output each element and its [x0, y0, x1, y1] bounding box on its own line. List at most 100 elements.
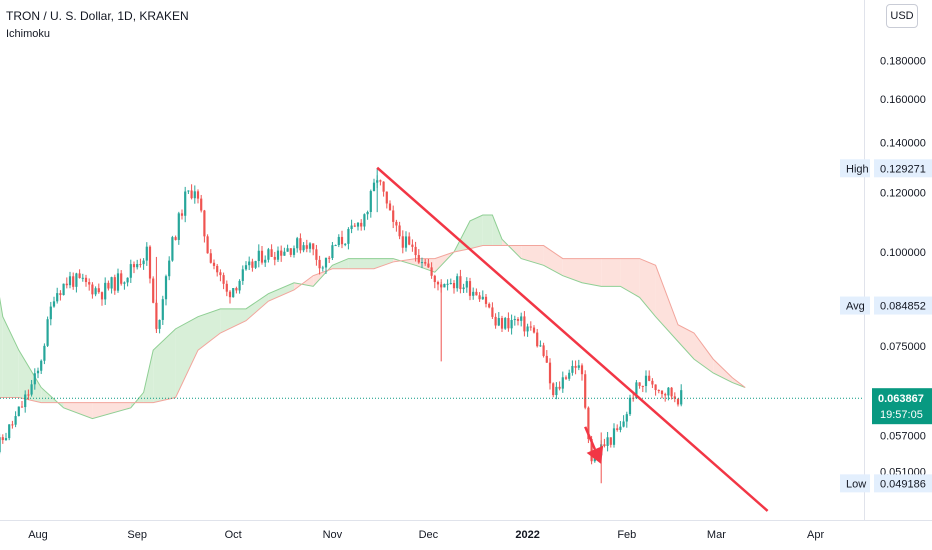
candle-body [414, 246, 417, 256]
candle-body [340, 236, 344, 245]
candle-body [334, 245, 337, 247]
candle-body [532, 327, 536, 333]
cloud-segment [332, 258, 349, 269]
price-axis[interactable]: 0.0510000.0570000.0750000.1000000.120000… [840, 55, 932, 493]
candle-body [97, 288, 100, 293]
candle-body [238, 280, 241, 291]
candle-body [267, 249, 270, 260]
candle-body [0, 437, 1, 453]
candle-body [20, 406, 24, 408]
candle-body [46, 319, 49, 346]
time-axis[interactable]: Aug Sep Oct Nov Dec 2022 Feb Mar Apr [28, 529, 824, 541]
candle-body [468, 281, 472, 296]
cloud-segment [268, 282, 294, 302]
candle-body [56, 293, 59, 302]
candle-body [264, 259, 267, 263]
candle-body [577, 365, 580, 368]
candle-body [612, 428, 616, 445]
candle-body [244, 265, 248, 270]
candle-body [209, 253, 212, 263]
candle-body [30, 384, 33, 395]
candle-body [148, 246, 152, 279]
candle-body [465, 281, 468, 288]
low-price-value-bg [874, 474, 932, 493]
last-price-bg [872, 388, 932, 425]
candle-body [312, 243, 315, 250]
candle-body [564, 377, 568, 379]
candle-body [62, 283, 65, 296]
candle-body [126, 277, 129, 283]
candle-body [75, 273, 78, 287]
cloud-segment [18, 350, 42, 403]
candle-body [478, 295, 481, 300]
cloud-segment [601, 258, 621, 287]
candle-body [14, 416, 17, 425]
low-price-value: 0.049186 [880, 478, 926, 490]
price-tick-label: 0.180000 [880, 55, 926, 67]
candle-body [430, 267, 433, 276]
candle-body [529, 326, 532, 328]
candle-body [107, 282, 110, 289]
candle-body [670, 387, 673, 397]
high-price-tag-bg [840, 159, 870, 178]
candle-body [315, 249, 318, 260]
candle-body [516, 319, 520, 321]
candle-body [520, 316, 523, 321]
high-price-tag: High [846, 163, 869, 175]
candle-body [24, 394, 27, 408]
candle-body [116, 273, 120, 291]
candle-body [488, 303, 491, 308]
candle-body [363, 214, 366, 227]
candle-body [401, 236, 404, 248]
candle-body [84, 277, 88, 283]
time-tick-label: Nov [323, 529, 343, 541]
avg-price-tag-bg [840, 296, 870, 315]
candle-body [609, 437, 612, 445]
candle-body [33, 373, 36, 385]
candle-body [491, 307, 494, 317]
candle-body [81, 277, 84, 279]
indicator-label[interactable]: Ichimoku [6, 28, 51, 40]
candle-body [372, 182, 376, 192]
candle-body [196, 191, 200, 199]
candle-body [59, 293, 62, 296]
candle-body [459, 276, 462, 290]
candle-body [232, 288, 235, 298]
candle-body [676, 398, 680, 405]
candle-body [72, 276, 75, 287]
high-price-value: 0.129271 [880, 163, 926, 175]
candle-body [1, 437, 4, 441]
candle-body [161, 299, 164, 320]
candle-body [104, 282, 107, 300]
candle-body [513, 319, 516, 321]
candle-body [462, 287, 465, 290]
time-tick-label: Sep [127, 529, 147, 541]
candle-body [145, 246, 148, 261]
down-arrow-annotation[interactable] [584, 426, 604, 464]
candle-body [52, 301, 56, 307]
candle-body [475, 291, 478, 296]
candle-body [168, 260, 171, 277]
currency-button[interactable]: USD [886, 4, 918, 28]
candle-body [539, 345, 542, 347]
candle-body [331, 245, 334, 259]
trendline[interactable] [376, 166, 769, 512]
candle-body [427, 263, 430, 268]
candle-body [648, 375, 651, 381]
candle-body [584, 374, 587, 408]
candle-body [177, 213, 180, 240]
cloud-segment [246, 293, 269, 321]
candle-body [638, 382, 641, 386]
candle-body [302, 245, 305, 251]
candle-body [308, 243, 312, 249]
candle-body [257, 250, 260, 262]
candle-body [180, 213, 184, 216]
candle-body [395, 221, 398, 226]
candle-body [123, 282, 126, 284]
candle-body [280, 250, 283, 256]
cloud-segment [694, 333, 714, 373]
candle-body [446, 283, 449, 285]
cloud-segment [143, 350, 154, 403]
candle-body [49, 306, 52, 320]
